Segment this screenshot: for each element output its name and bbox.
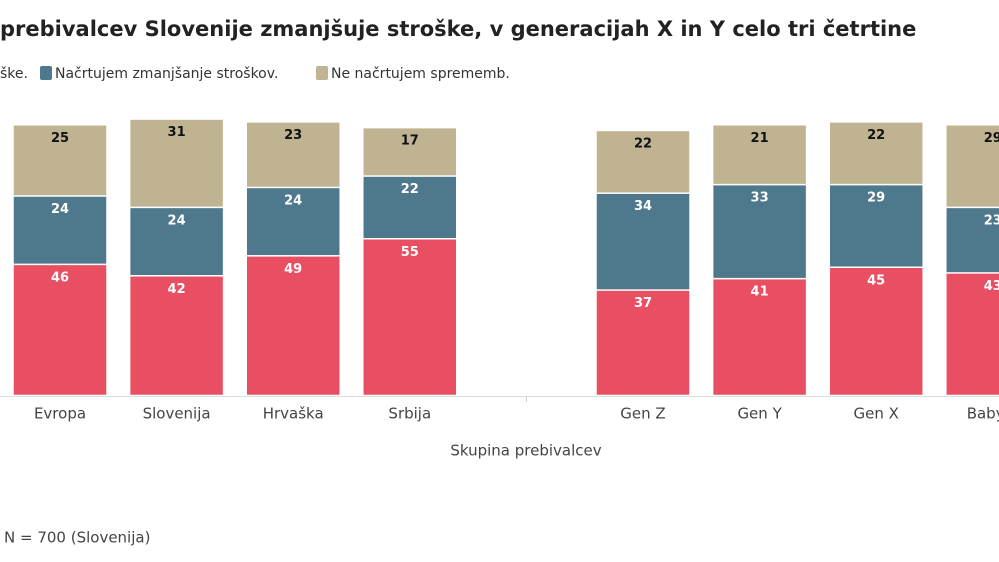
bar-segment <box>129 119 224 208</box>
bar-segment <box>596 130 690 193</box>
value-label: 23 <box>284 128 302 143</box>
value-label: 49 <box>284 262 302 277</box>
bar-segment <box>712 125 807 185</box>
legend-label: Načrtujem zmanjšanje stroškov. <box>55 66 278 82</box>
x-tick-label: Gen Z <box>620 405 665 423</box>
x-tick-label: Gen Y <box>737 405 782 423</box>
bar-segment <box>946 273 999 396</box>
x-tick-label: Gen X <box>853 405 898 423</box>
bar-segment <box>596 193 690 290</box>
value-label: 22 <box>401 182 419 197</box>
value-label: 25 <box>51 131 69 146</box>
value-label: 17 <box>401 134 419 149</box>
bar-segment <box>596 290 690 396</box>
value-label: 41 <box>751 285 769 300</box>
value-label: 45 <box>867 273 885 288</box>
x-tick-label: Slovenija <box>143 405 211 423</box>
bar-segment <box>712 184 807 279</box>
bar-segment <box>129 276 224 396</box>
legend-swatch <box>316 66 328 80</box>
legend-label: Ne načrtujem sprememb. <box>331 66 510 82</box>
bar-segment <box>13 196 107 265</box>
value-label: 33 <box>751 191 769 206</box>
bar-segment <box>829 184 923 268</box>
value-label: 42 <box>168 282 186 297</box>
bar-segment <box>946 125 999 208</box>
value-label: 46 <box>51 270 69 285</box>
value-label: 34 <box>634 199 652 214</box>
value-label: 24 <box>51 202 69 217</box>
bar-segment <box>363 176 457 239</box>
bar-segment <box>946 207 999 273</box>
value-label: 23 <box>984 213 999 228</box>
x-tick-label: Hrvaška <box>263 405 324 423</box>
value-label: 29 <box>867 191 885 206</box>
chart-title: prebivalcev Slovenije zmanjšuje stroške,… <box>0 17 916 41</box>
value-label: 22 <box>634 136 652 151</box>
bar-segment <box>246 187 340 256</box>
value-label: 22 <box>867 128 885 143</box>
bar-segment <box>363 127 457 176</box>
bar-segment <box>829 122 923 185</box>
value-label: 55 <box>401 245 419 260</box>
bar-segment <box>246 122 340 188</box>
bar-segment <box>129 207 224 276</box>
x-tick-label: Srbija <box>388 405 431 423</box>
bar-segment <box>363 239 457 396</box>
value-label: 24 <box>168 213 186 228</box>
x-axis-label: Skupina prebivalcev <box>450 442 601 460</box>
value-label: 43 <box>984 279 999 294</box>
legend-swatch <box>40 66 52 80</box>
legend-label: ške. <box>0 66 28 82</box>
bar-segment <box>712 278 807 396</box>
value-label: 37 <box>634 296 652 311</box>
value-label: 29 <box>984 131 999 146</box>
x-tick-label: Evropa <box>34 405 86 423</box>
note: N = 700 (Slovenija) <box>4 529 150 547</box>
bar-segment <box>13 125 107 196</box>
bar-segment <box>246 256 340 396</box>
value-label: 24 <box>284 193 302 208</box>
bar-segment <box>13 264 107 396</box>
value-label: 21 <box>751 131 769 146</box>
value-label: 31 <box>168 125 186 140</box>
x-tick-label: Baby b <box>967 405 999 423</box>
bar-segment <box>829 267 923 396</box>
